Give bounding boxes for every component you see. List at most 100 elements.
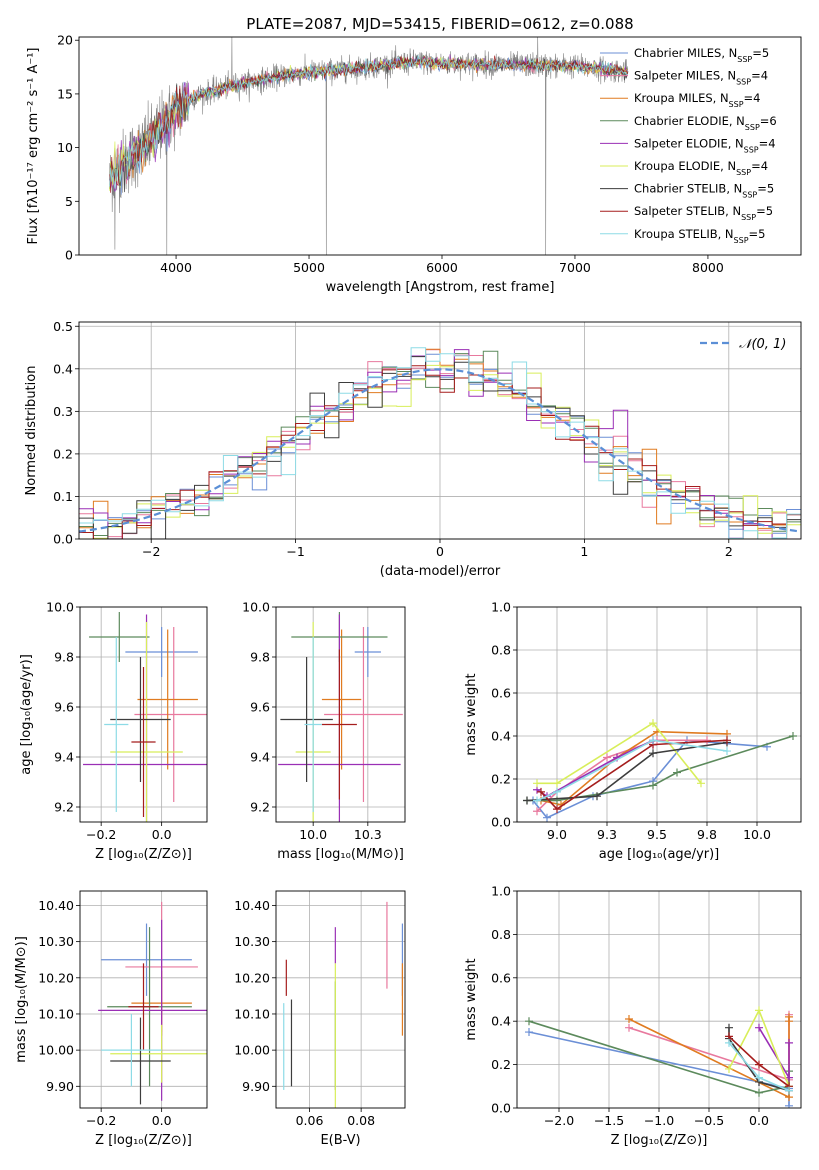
series-marker-8	[553, 787, 561, 796]
spectrum-model-line-4	[109, 54, 628, 193]
axes-frame	[275, 606, 406, 823]
tick-label-y: 10.00	[234, 1043, 270, 1058]
tick-label-x: 7000	[559, 260, 591, 275]
series-marker-7	[537, 787, 545, 796]
tick-label-y: 0.8	[491, 643, 511, 658]
tick-label-x: −0.2	[86, 827, 116, 842]
series-marker-3	[553, 796, 561, 805]
series-line-1	[536, 739, 707, 812]
series-marker-5	[725, 1064, 733, 1073]
tick-label-y: 0.6	[491, 686, 511, 701]
tick-label-y: 10	[57, 140, 73, 155]
y-axis-label: Flux [fλ10⁻¹⁷ erg cm⁻² s⁻¹ A⁻¹]	[26, 48, 41, 245]
series-marker-8	[785, 1086, 793, 1095]
spectrum-model-line-2	[109, 57, 628, 184]
y-axis-label: mass [log₁₀(M/M⊙)]	[14, 936, 29, 1063]
tick-label-x: −0.5	[694, 1113, 724, 1128]
tick-label-y: 10.20	[234, 970, 270, 985]
series-marker-5	[649, 719, 657, 728]
x-axis-label: E(B-V)	[320, 1133, 360, 1148]
legend-label: Kroupa MILES, NSSP=4	[634, 91, 760, 109]
tick-label-y: 0.2	[491, 772, 511, 787]
axes-residuals: −2 −1 0 1 2 0.0 0.1 0.2 0.3 0.4 0.5 (data-model)/er…	[24, 319, 802, 579]
spectrum-model-line-0	[109, 56, 628, 195]
tick-label-x: 0.0	[749, 1113, 769, 1128]
y-axis-label: Normed distribution	[24, 366, 39, 496]
axes-weight_vs_Z: −2.0 −1.5 −1.0 −0.5 0.0 0.0 0.2 0.4 0.6 0.8 1.0 Z […	[464, 884, 802, 1148]
tick-label-y: 0.4	[53, 361, 73, 376]
series-marker-7	[755, 1060, 763, 1069]
figure-title: PLATE=2087, MJD=53415, FIBERID=0612, z=0…	[246, 15, 633, 33]
tick-label-y: 9.6	[250, 700, 270, 715]
tick-label-y: 9.2	[250, 800, 270, 815]
tick-label-y: 9.4	[54, 750, 74, 765]
tick-label-y: 0.0	[491, 1101, 511, 1116]
series-line-5	[537, 722, 702, 785]
tick-label-x: 5000	[293, 260, 325, 275]
normal-curve	[79, 368, 799, 533]
tick-label-y: 9.6	[54, 700, 74, 715]
series-marker-5	[755, 1006, 763, 1015]
series-marker-3	[755, 1088, 763, 1097]
axes-frame	[79, 606, 208, 823]
tick-label-y: 10.0	[242, 600, 270, 615]
series-marker-4	[755, 1023, 763, 1032]
tick-label-y: 0.4	[491, 1014, 511, 1029]
tick-label-x: 10.0	[743, 827, 771, 842]
tick-label-y: 10.30	[38, 934, 74, 949]
legend-label: Chabrier ELODIE, NSSP=6	[634, 114, 777, 132]
histogram-step-8	[79, 347, 801, 539]
series-marker-8	[533, 796, 541, 805]
tick-label-x: 10.3	[354, 827, 382, 842]
tick-label-x: 0.0	[152, 827, 172, 842]
tick-label-x: 1	[580, 544, 588, 559]
tick-label-y: 0.2	[491, 1057, 511, 1072]
series-marker-0	[785, 1101, 793, 1108]
tick-label-y: 0.0	[53, 532, 73, 547]
tick-label-x: 9.8	[697, 827, 717, 842]
tick-label-y: 9.8	[54, 650, 74, 665]
series-marker-7	[723, 736, 731, 745]
series-line-7	[540, 739, 728, 811]
x-axis-label: age [log₁₀(age/yr)]	[599, 847, 720, 862]
plot-area-mass_vs_Z	[98, 901, 207, 1105]
axes-frame	[78, 36, 802, 256]
series-marker-1	[603, 753, 611, 762]
tick-label-y: 10.0	[46, 600, 74, 615]
series-marker-5	[533, 779, 541, 788]
tick-label-x: −2.0	[544, 1113, 574, 1128]
tick-label-y: 0.4	[491, 729, 511, 744]
tick-label-y: 9.90	[242, 1079, 270, 1094]
series-marker-2	[625, 1015, 633, 1024]
legend-label: Salpeter MILES, NSSP=4	[634, 69, 768, 87]
series-marker-7	[553, 805, 561, 814]
series-marker-3	[649, 781, 657, 790]
series-marker-8	[649, 736, 657, 745]
legend-label: Chabrier MILES, NSSP=5	[634, 46, 769, 64]
series-marker-8	[723, 747, 731, 756]
series-marker-6	[649, 749, 657, 758]
plot-area-weight_vs_age	[523, 719, 797, 822]
x-axis-label: Z [log₁₀(Z/Z⊙)]	[95, 1133, 192, 1148]
y-axis-label: mass weight	[464, 958, 479, 1040]
x-axis-label: Z [log₁₀(Z/Z⊙)]	[95, 847, 192, 862]
series-marker-0	[543, 813, 551, 822]
spectrum-model-line-6	[109, 55, 628, 193]
series-marker-5	[553, 779, 561, 788]
tick-label-y: 20	[57, 33, 73, 48]
tick-label-y: 10.30	[234, 934, 270, 949]
plot-area-age_vs_mass	[278, 612, 403, 822]
spectrum-model-line-1	[109, 56, 628, 187]
tick-label-y: 10.20	[38, 970, 74, 985]
tick-label-x: 0.08	[347, 1113, 375, 1128]
series-line-4	[758, 1027, 790, 1081]
legend-label: Chabrier STELIB, NSSP=5	[634, 182, 774, 200]
axes-weight_vs_age: 9.0 9.3 9.5 9.8 10.0 0.0 0.2 0.4 0.6 0.8 1.0 age [l…	[464, 600, 802, 862]
series-marker-4	[785, 1038, 793, 1047]
legend-label: Kroupa STELIB, NSSP=5	[634, 227, 765, 245]
plot-area-mass_vs_EBV	[283, 901, 404, 1108]
tick-label-y: 0.3	[53, 404, 73, 419]
tick-label-y: 0.5	[53, 319, 73, 334]
series-marker-1	[625, 1023, 633, 1032]
